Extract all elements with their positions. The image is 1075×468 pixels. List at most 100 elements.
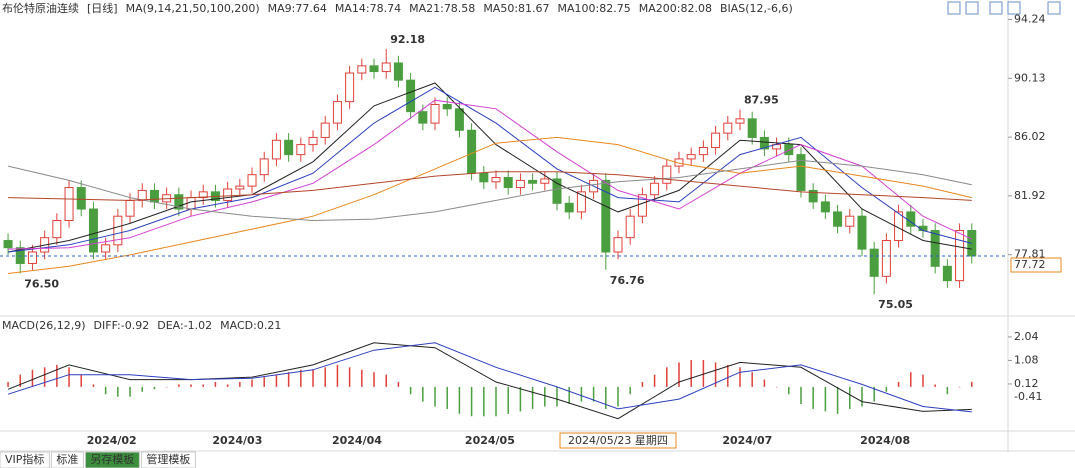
macd-bar — [690, 359, 692, 387]
candle-body — [137, 189, 147, 201]
macd-bar — [165, 386, 168, 388]
toolbar-icons[interactable] — [947, 1, 1061, 15]
candle-body — [735, 118, 745, 124]
candle-body — [284, 139, 294, 156]
macd-bar — [263, 377, 265, 387]
icon[interactable] — [1007, 1, 1021, 15]
candle-body — [88, 208, 98, 253]
macd-bar — [129, 386, 131, 397]
candle-body — [454, 108, 464, 131]
x-tick-label: 2024/05 — [465, 434, 515, 447]
macd-bar — [531, 386, 534, 409]
macd-bar — [763, 379, 766, 387]
candle-body — [662, 165, 672, 184]
candle-body — [564, 202, 574, 213]
macd-bar — [80, 374, 82, 387]
cursor-value-label: -0.41 — [1014, 390, 1042, 403]
candle-body — [198, 191, 208, 199]
candle-body — [52, 219, 62, 239]
macd-bar — [178, 384, 180, 387]
tab[interactable]: 管理模板 — [140, 451, 196, 468]
candle-body — [601, 179, 611, 253]
macd-bar — [592, 386, 595, 402]
candle-body — [711, 132, 721, 148]
macd-bar — [190, 384, 192, 387]
line-series — [7, 159, 972, 222]
macd-bar — [580, 386, 583, 402]
candle-body — [698, 146, 708, 156]
icon[interactable] — [1047, 1, 1061, 15]
extreme-label: 76.50 — [24, 277, 59, 290]
candle-body — [650, 182, 660, 196]
macd-bar — [275, 374, 278, 387]
y-tick-label: 86.02 — [1014, 130, 1046, 143]
icon[interactable] — [989, 1, 1003, 15]
extreme-label: 76.76 — [610, 274, 645, 287]
macd-bar — [666, 367, 668, 387]
macd-bar — [495, 386, 497, 417]
candle-body — [3, 240, 13, 249]
candle-body — [320, 122, 330, 138]
candle-body — [503, 177, 513, 189]
line-series — [8, 82, 972, 253]
candle-body — [64, 187, 74, 221]
y-tick-label: 2.04 — [1014, 330, 1039, 343]
y-tick-label: 90.13 — [1014, 71, 1046, 84]
macd-bar — [92, 384, 95, 387]
last-price-label: 77.72 — [1014, 258, 1046, 271]
macd-bar — [397, 382, 400, 387]
extreme-label: 87.95 — [744, 94, 779, 107]
icon[interactable] — [947, 1, 961, 15]
candle-body — [223, 188, 233, 201]
candle-body — [845, 215, 855, 227]
candle-body — [637, 194, 647, 217]
macd-bar — [117, 386, 119, 397]
macd-bar — [153, 386, 156, 390]
macd-bar — [788, 386, 790, 395]
tab-label: 管理模板 — [146, 452, 190, 466]
macd-bar — [922, 374, 924, 387]
candle-body — [540, 178, 550, 184]
candle-body — [76, 187, 86, 210]
macd-bar — [141, 386, 143, 392]
macd-bar — [971, 381, 973, 387]
macd-bar — [312, 369, 314, 387]
tab[interactable]: VIP指标 — [0, 451, 50, 468]
tab[interactable]: 标准 — [50, 451, 84, 468]
macd-bar — [849, 386, 851, 409]
candle-body — [247, 174, 257, 187]
candle-body — [393, 62, 403, 81]
macd-bar — [824, 386, 827, 412]
x-tick-label: 2024/03 — [212, 434, 262, 447]
macd-bar — [751, 372, 753, 387]
y-tick-label: 81.92 — [1014, 189, 1046, 202]
icon[interactable] — [965, 1, 979, 15]
candle-body — [808, 189, 818, 203]
candle-body — [174, 194, 184, 210]
macd-bar — [324, 367, 326, 387]
tab[interactable]: 另存模板 — [84, 451, 140, 468]
candle-body — [296, 144, 306, 156]
macd-bar — [556, 386, 558, 407]
macd-bar — [641, 382, 644, 387]
macd-bar — [56, 364, 58, 387]
candle-body — [576, 191, 586, 213]
legend-entry: MA14:78.74 — [335, 2, 401, 15]
candle-body — [930, 230, 940, 267]
macd-bar — [300, 369, 302, 387]
macd-bar — [958, 386, 961, 388]
candle-body — [357, 65, 367, 74]
macd-bar — [775, 386, 778, 388]
macd-bar — [385, 374, 387, 387]
y-tick-label: 1.08 — [1014, 353, 1039, 366]
macd-bar — [19, 374, 22, 387]
candle-body — [125, 199, 135, 217]
candle-body — [430, 104, 440, 124]
candle-body — [723, 122, 733, 134]
macd-bar — [800, 386, 802, 405]
candle-body — [613, 237, 623, 253]
indicator-title: MACD(26,12,9) — [2, 319, 86, 332]
candle-body — [833, 211, 843, 227]
candle-body — [491, 177, 501, 183]
